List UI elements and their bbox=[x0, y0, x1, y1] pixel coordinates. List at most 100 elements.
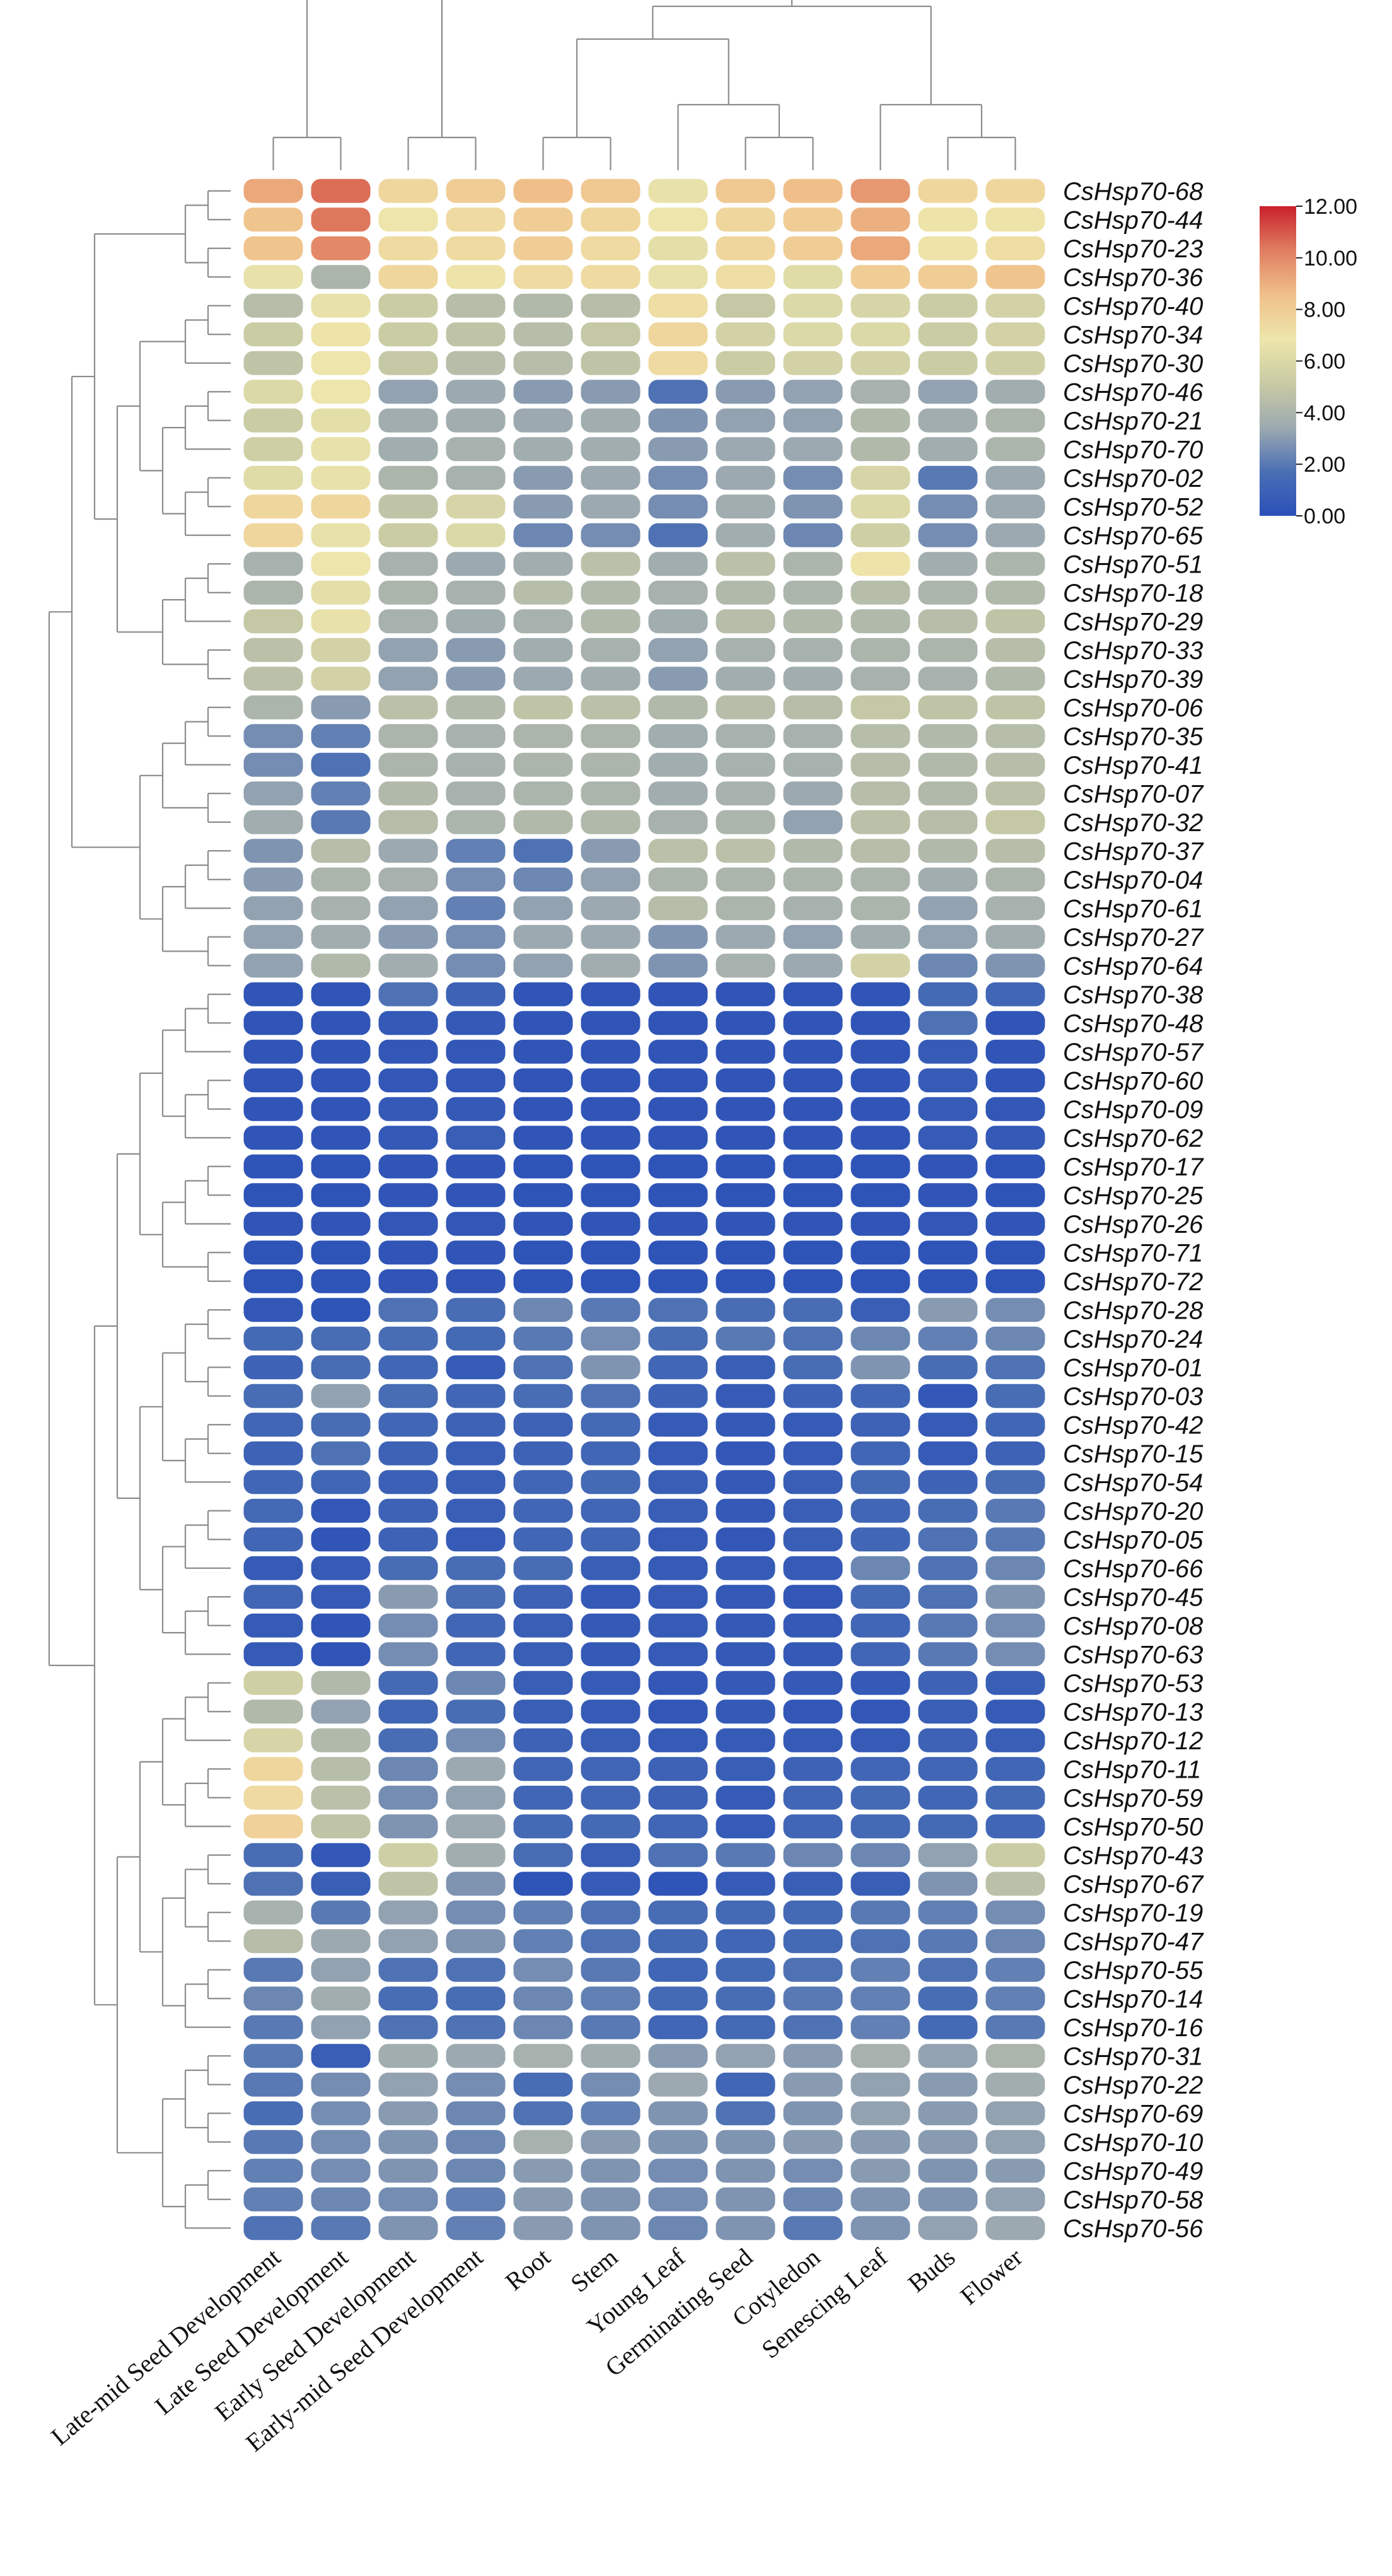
heatmap-cell bbox=[918, 1498, 978, 1523]
heatmap-cell bbox=[985, 1470, 1045, 1495]
heatmap-cell bbox=[446, 1900, 506, 1925]
heatmap-cell bbox=[850, 523, 910, 547]
heatmap-cell bbox=[918, 1470, 978, 1495]
heatmap-cell bbox=[918, 609, 978, 634]
heatmap-cell bbox=[918, 2072, 978, 2097]
heatmap-cell bbox=[985, 1785, 1045, 1810]
heatmap-cell bbox=[446, 1986, 506, 2011]
heatmap-cell bbox=[446, 437, 506, 462]
heatmap-cell bbox=[850, 2159, 910, 2183]
heatmap-cell bbox=[716, 1900, 775, 1925]
heatmap-cell bbox=[311, 1355, 371, 1380]
heatmap-cell bbox=[581, 322, 641, 347]
heatmap-cell bbox=[985, 1613, 1045, 1638]
heatmap-cell bbox=[783, 1957, 843, 1982]
heatmap-cell bbox=[581, 1240, 641, 1265]
heatmap-cell bbox=[378, 1355, 438, 1380]
heatmap-cell bbox=[446, 1728, 506, 1752]
heatmap-cell bbox=[513, 752, 573, 777]
heatmap-cell bbox=[446, 1470, 506, 1495]
heatmap-cell bbox=[311, 2159, 371, 2183]
heatmap-cell bbox=[918, 867, 978, 892]
heatmap-cell bbox=[783, 2044, 843, 2068]
heatmap-cell bbox=[716, 178, 775, 203]
heatmap-cell bbox=[918, 1211, 978, 1236]
heatmap-cell bbox=[850, 1498, 910, 1523]
heatmap-cell bbox=[648, 2015, 708, 2039]
heatmap-cell bbox=[783, 1872, 843, 1896]
heatmap-cell bbox=[311, 552, 371, 576]
heatmap-cell bbox=[378, 1039, 438, 1064]
heatmap-cell bbox=[513, 1757, 573, 1781]
heatmap-cell bbox=[783, 580, 843, 605]
heatmap-cell bbox=[581, 810, 641, 834]
heatmap-cell bbox=[243, 1872, 303, 1896]
heatmap-cell bbox=[918, 1757, 978, 1781]
heatmap-cell bbox=[648, 667, 708, 691]
heatmap-cell bbox=[985, 1527, 1045, 1552]
heatmap-cell bbox=[311, 1900, 371, 1925]
heatmap-cell bbox=[985, 2101, 1045, 2126]
heatmap-cell bbox=[918, 437, 978, 462]
heatmap-cell bbox=[783, 322, 843, 347]
heatmap-cell bbox=[446, 580, 506, 605]
heatmap-cell bbox=[850, 752, 910, 777]
heatmap-cell bbox=[716, 437, 775, 462]
heatmap-cell bbox=[918, 293, 978, 318]
heatmap-cell bbox=[243, 1757, 303, 1781]
heatmap-cell bbox=[243, 752, 303, 777]
heatmap-cell bbox=[378, 2159, 438, 2183]
heatmap-cell bbox=[378, 1699, 438, 1724]
heatmap-cell bbox=[513, 924, 573, 949]
heatmap-cell bbox=[716, 236, 775, 260]
heatmap-cell bbox=[918, 724, 978, 749]
row-label: CsHsp70-68 bbox=[1063, 178, 1204, 206]
heatmap-cell bbox=[513, 1670, 573, 1695]
heatmap-cell bbox=[850, 781, 910, 806]
heatmap-cell bbox=[783, 1269, 843, 1293]
heatmap-cell bbox=[783, 265, 843, 289]
heatmap-cell bbox=[716, 1441, 775, 1466]
heatmap-cell bbox=[783, 1814, 843, 1839]
heatmap-cell bbox=[581, 1298, 641, 1322]
heatmap-cell bbox=[311, 638, 371, 662]
heatmap-cell bbox=[985, 1011, 1045, 1035]
heatmap-cell bbox=[581, 1527, 641, 1552]
heatmap-cell bbox=[918, 953, 978, 978]
heatmap-cell bbox=[850, 667, 910, 691]
heatmap-cell bbox=[918, 2216, 978, 2241]
heatmap-cell bbox=[311, 1441, 371, 1466]
heatmap-cell bbox=[581, 724, 641, 749]
heatmap-cell bbox=[311, 178, 371, 203]
heatmap-cell bbox=[311, 523, 371, 547]
heatmap-cell bbox=[513, 265, 573, 289]
heatmap-cell bbox=[985, 1642, 1045, 1667]
heatmap-cell bbox=[378, 2187, 438, 2212]
heatmap-cell bbox=[581, 1384, 641, 1408]
heatmap-cell bbox=[513, 1240, 573, 1265]
heatmap-cell bbox=[850, 2072, 910, 2097]
row-label: CsHsp70-43 bbox=[1063, 1842, 1203, 1870]
heatmap-cell bbox=[648, 752, 708, 777]
heatmap-cell bbox=[783, 1613, 843, 1638]
heatmap-cell bbox=[581, 1699, 641, 1724]
row-label: CsHsp70-20 bbox=[1063, 1498, 1203, 1525]
row-label: CsHsp70-03 bbox=[1063, 1383, 1203, 1411]
heatmap-cell bbox=[985, 982, 1045, 1006]
heatmap-cell bbox=[243, 1298, 303, 1322]
heatmap-cell bbox=[446, 2044, 506, 2068]
row-label: CsHsp70-12 bbox=[1063, 1727, 1203, 1755]
heatmap-cell bbox=[378, 1384, 438, 1408]
heatmap-cell bbox=[918, 1527, 978, 1552]
legend-color-bar bbox=[1260, 206, 1296, 516]
heatmap-cell bbox=[243, 1498, 303, 1523]
heatmap-cell bbox=[716, 1355, 775, 1380]
heatmap-cell bbox=[783, 1728, 843, 1752]
heatmap-cell bbox=[850, 322, 910, 347]
heatmap-cell bbox=[378, 1613, 438, 1638]
heatmap-cell bbox=[378, 1670, 438, 1695]
row-label: CsHsp70-54 bbox=[1063, 1469, 1203, 1496]
heatmap-cell bbox=[446, 523, 506, 547]
heatmap-cell bbox=[783, 695, 843, 720]
heatmap-cell bbox=[918, 1126, 978, 1150]
